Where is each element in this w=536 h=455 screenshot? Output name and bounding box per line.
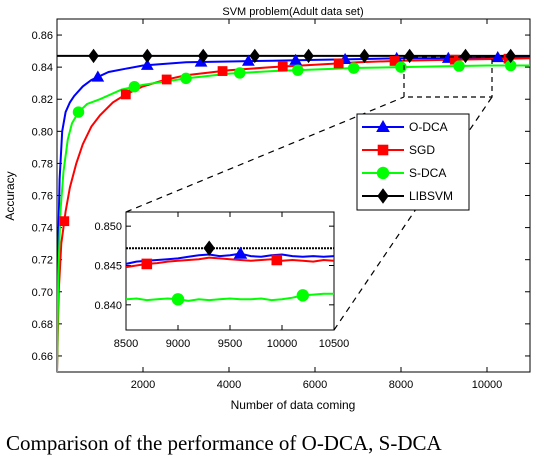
x-tick-label: 9500	[218, 338, 242, 350]
chart-title: SVM problem(Adult data set)	[222, 6, 363, 18]
marker-o-dca	[241, 54, 255, 66]
x-tick-label: 9000	[166, 338, 190, 350]
inset-x-axis-ticks: 8500 9000 9500 10000 10500	[114, 212, 350, 350]
y-tick-label: 0.80	[32, 126, 53, 138]
marker-sgd	[120, 89, 131, 100]
x-axis-ticks: 2000 4000 6000 8000 10000	[131, 19, 503, 391]
inset-plot-area	[125, 211, 335, 331]
y-tick-label: 0.840	[94, 300, 122, 312]
y-tick-label: 0.72	[32, 255, 53, 267]
legend: O-DCA SGD S-DCA LIBSVM	[356, 113, 470, 211]
marker-o-dca	[140, 58, 154, 70]
x-tick-label: 10000	[267, 338, 298, 350]
legend-label-sgd: SGD	[409, 143, 435, 157]
x-axis-label: Number of data coming	[231, 398, 356, 412]
legend-box	[356, 113, 470, 211]
marker-libsvm	[303, 48, 314, 64]
y-tick-label: 0.845	[94, 260, 122, 272]
marker-s-dca	[453, 60, 465, 72]
y-tick-label: 0.78	[32, 158, 53, 170]
x-tick-label: 10500	[319, 338, 350, 350]
marker-o-dca	[91, 70, 105, 82]
marker-o-dca	[233, 246, 248, 259]
marker-libsvm	[88, 48, 99, 64]
marker-libsvm	[249, 48, 261, 64]
x-tick-label: 2000	[131, 379, 155, 391]
y-axis-label: Accuracy	[3, 171, 17, 220]
legend-marker-libsvm	[377, 188, 389, 204]
marker-o-dca	[491, 51, 505, 63]
marker-libsvm	[359, 48, 370, 64]
legend-label-s-dca: S-DCA	[409, 166, 446, 180]
zoom-box	[403, 56, 493, 98]
y-tick-label: 0.850	[94, 221, 122, 233]
marker-libsvm	[505, 48, 516, 64]
legend-marker-o-dca	[376, 119, 390, 132]
y-tick-label: 0.70	[32, 287, 53, 299]
x-tick-label: 4000	[217, 379, 241, 391]
marker-libsvm	[203, 240, 215, 256]
marker-sgd	[271, 254, 283, 266]
marker-s-dca	[292, 64, 304, 76]
marker-sgd	[277, 61, 288, 72]
legend-label-libsvm: LIBSVM	[409, 189, 453, 203]
series-line-o-dca	[126, 252, 334, 265]
marker-s-dca	[180, 72, 192, 85]
y-tick-label: 0.76	[32, 191, 53, 203]
marker-s-dca	[234, 67, 246, 79]
series-line-o-dca	[57, 56, 530, 372]
legend-marker-s-dca	[376, 166, 390, 180]
marker-libsvm	[197, 48, 209, 64]
marker-libsvm	[460, 48, 471, 64]
marker-o-dca	[289, 53, 303, 65]
marker-s-dca	[171, 293, 185, 306]
inset-markers-group	[141, 240, 309, 306]
x-tick-label: 8000	[389, 379, 413, 391]
legend-marker-sgd	[377, 144, 389, 156]
x-tick-label: 8500	[114, 338, 138, 350]
y-tick-label: 0.68	[32, 319, 53, 331]
y-tick-label: 0.84	[32, 62, 53, 74]
x-tick-label: 10000	[472, 379, 503, 391]
marker-sgd	[217, 66, 228, 76]
figure-caption: Comparison of the performance of O-DCA, …	[6, 431, 442, 455]
marker-sgd	[389, 56, 400, 66]
series-line-s-dca	[57, 64, 530, 372]
marker-s-dca	[72, 106, 85, 118]
marker-sgd	[141, 258, 153, 270]
y-tick-label: 0.74	[32, 223, 53, 235]
marker-sgd	[161, 74, 172, 85]
legend-label-o-dca: O-DCA	[409, 120, 448, 134]
marker-s-dca	[347, 62, 360, 74]
marker-s-dca	[296, 289, 309, 302]
marker-libsvm	[404, 48, 415, 64]
inset-series-group	[126, 247, 334, 302]
y-tick-label: 0.82	[32, 94, 53, 106]
marker-sgd	[59, 216, 70, 227]
marker-libsvm	[142, 48, 153, 64]
y-tick-label: 0.66	[32, 351, 53, 363]
y-tick-label: 0.86	[32, 30, 53, 42]
marker-s-dca	[395, 61, 407, 73]
marker-s-dca	[128, 80, 141, 93]
series-line-sgd	[126, 256, 334, 269]
marker-sgd	[333, 58, 344, 69]
x-tick-label: 6000	[303, 379, 327, 391]
